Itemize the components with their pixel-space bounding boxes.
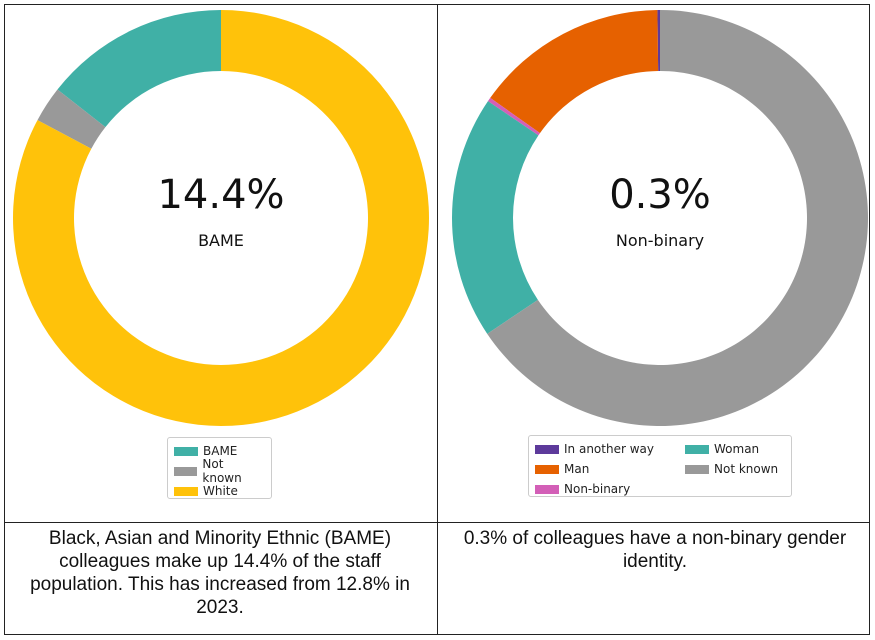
center-value: 14.4% [157,172,284,218]
bame-donut-chart: 14.4% BAME [13,10,430,426]
legend-label: Man [564,462,590,476]
legend-item-bame: BAME [174,441,265,461]
legend-label: Woman [714,442,760,456]
center-value: 0.3% [609,172,711,218]
legend-item-non-binary: Non-binary [535,479,685,499]
bame-caption: Black, Asian and Minority Ethnic (BAME) … [30,528,410,618]
slice-man [490,10,659,134]
slice-not-known [487,10,868,426]
legend-item-woman: Woman [685,439,795,459]
legend-swatch [174,446,198,456]
legend-item-in-another-way: In another way [535,439,685,459]
legend-label: Non-binary [564,482,631,496]
gender-caption: 0.3% of colleagues have a non-binary gen… [463,528,847,572]
legend-swatch [685,444,709,454]
legend-item-man: Man [535,459,685,479]
legend-swatch [535,444,559,454]
gender-donut-chart: 0.3% Non-binary [452,10,868,426]
gender-legend: In another way Woman Man Not known Non-binar… [528,435,792,497]
legend-label: In another way [564,442,654,456]
slice-white [13,10,430,426]
center-label: Non-binary [616,231,704,250]
legend-swatch [174,486,198,496]
legend-label: Not known [202,457,242,485]
legend-label: Not known [714,462,779,476]
row-divider [4,522,870,523]
legend-item-not-known: Not known [174,457,265,485]
legend-item-white: White [174,481,265,501]
legend-label: BAME [203,444,238,458]
center-label: BAME [198,231,244,250]
legend-swatch [174,466,198,476]
legend-item-not-known: Not known [685,459,795,479]
slice-not-known [37,89,106,149]
legend-swatch [535,484,559,494]
bame-legend: BAME Not known White [167,437,272,499]
slice-bame [57,10,221,128]
slice-woman [452,101,539,334]
legend-swatch [535,464,559,474]
slice-in-another-way [657,10,660,72]
column-divider [437,4,438,635]
legend-label: White [203,484,238,498]
slice-non-binary [487,97,540,136]
legend-swatch [685,464,709,474]
